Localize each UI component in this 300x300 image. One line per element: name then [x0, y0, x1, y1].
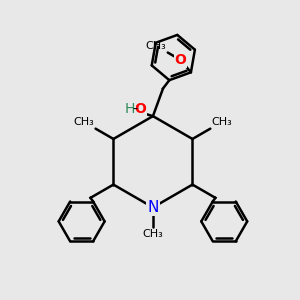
- Text: CH₃: CH₃: [142, 229, 163, 239]
- Text: CH₃: CH₃: [212, 117, 232, 127]
- Text: -: -: [133, 102, 138, 116]
- Text: H: H: [125, 102, 136, 116]
- Text: O: O: [175, 53, 186, 67]
- Text: CH₃: CH₃: [146, 41, 166, 51]
- Text: CH₃: CH₃: [73, 117, 94, 127]
- Text: O: O: [134, 102, 146, 116]
- Text: N: N: [147, 200, 159, 215]
